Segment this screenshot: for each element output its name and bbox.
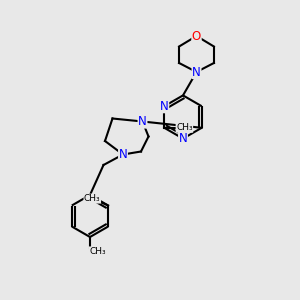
Text: N: N (138, 115, 147, 128)
Text: N: N (118, 148, 127, 161)
Text: CH₃: CH₃ (89, 247, 106, 256)
Text: N: N (160, 100, 169, 113)
Text: CH₃: CH₃ (176, 123, 193, 132)
Text: N: N (178, 132, 188, 145)
Text: N: N (192, 65, 201, 79)
Text: O: O (192, 29, 201, 43)
Text: CH₃: CH₃ (84, 194, 101, 203)
